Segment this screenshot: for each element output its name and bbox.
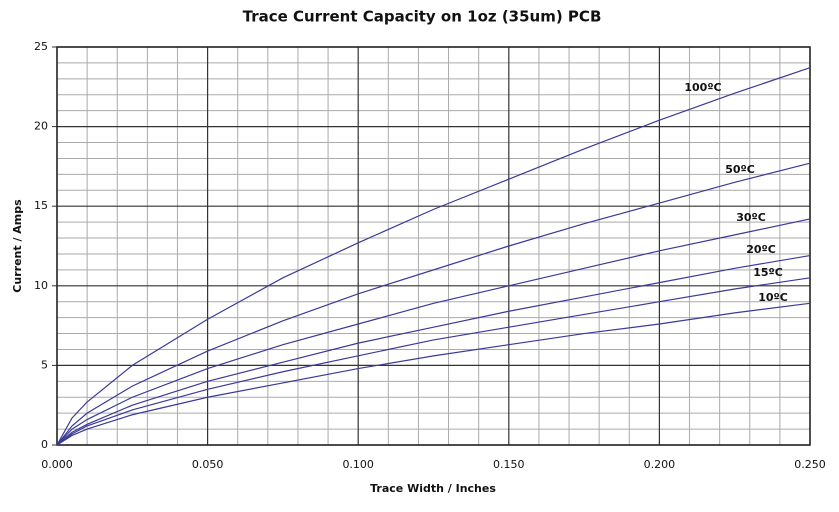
x-tick-label: 0.200 — [644, 458, 676, 471]
y-axis-label: Current / Amps — [11, 199, 24, 293]
y-tick-label: 25 — [34, 40, 48, 53]
x-tick-label: 0.050 — [192, 458, 224, 471]
series-label: 10ºC — [758, 291, 788, 304]
y-tick-label: 5 — [41, 358, 48, 371]
series-label: 30ºC — [736, 211, 766, 224]
y-tick-label: 15 — [34, 199, 48, 212]
x-tick-label: 0.100 — [342, 458, 374, 471]
series-line — [56, 277, 811, 446]
chart-title: Trace Current Capacity on 1oz (35um) PCB — [243, 8, 602, 26]
series-line — [56, 218, 811, 446]
series-label: 100ºC — [684, 81, 721, 94]
series-label: 50ºC — [725, 163, 755, 176]
x-tick-label: 0.250 — [794, 458, 826, 471]
series-label: 20ºC — [746, 243, 776, 256]
y-tick-label: 0 — [41, 438, 48, 451]
x-tick-label: 0.150 — [493, 458, 525, 471]
y-tick-label: 20 — [34, 120, 48, 133]
x-tick-label: 0.000 — [41, 458, 73, 471]
y-tick-label: 10 — [34, 279, 48, 292]
series-label: 15ºC — [753, 266, 783, 279]
x-axis-label: Trace Width / Inches — [370, 482, 496, 495]
series-line — [56, 254, 811, 446]
series-line — [56, 67, 811, 446]
series-line — [56, 302, 811, 446]
plot-frame — [56, 46, 811, 446]
series-line — [56, 162, 811, 446]
